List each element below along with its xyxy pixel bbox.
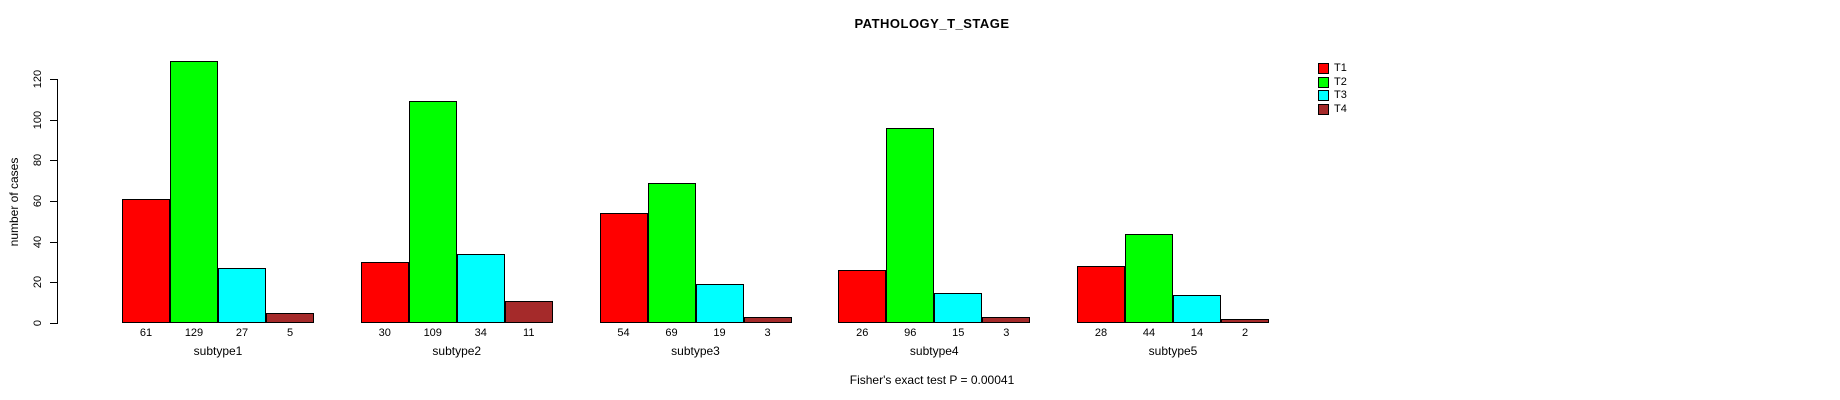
- bar-t3-subtype4: [934, 292, 983, 323]
- bar-t4-subtype5: [1221, 318, 1269, 323]
- bar-value-label: 30: [378, 327, 391, 339]
- y-axis-tick: [50, 79, 57, 80]
- y-axis-tick: [50, 160, 57, 162]
- legend-swatch-icon: [1318, 90, 1329, 102]
- bar-value-label: 3: [764, 327, 771, 339]
- category-label-subtype4: subtype4: [909, 344, 959, 358]
- bar-t4-subtype4: [982, 316, 1031, 323]
- category-label-subtype1: subtype1: [193, 344, 243, 358]
- bar-t1-subtype3: [599, 213, 648, 323]
- y-axis-tick: [50, 119, 57, 121]
- bar-t2-subtype1: [170, 60, 218, 323]
- bar-t1-subtype5: [1077, 266, 1125, 323]
- bar-value-label: 129: [184, 327, 204, 339]
- bar-value-label: 14: [1190, 327, 1204, 339]
- bar-value-label: 109: [423, 327, 442, 339]
- fisher-test-note: Fisher's exact test P = 0.00041: [849, 373, 1015, 387]
- legend-swatch-icon: [1318, 63, 1329, 75]
- y-axis-tick: [50, 323, 57, 324]
- bar-value-label: 61: [139, 327, 153, 339]
- legend-item-t1: T1: [1318, 62, 1347, 76]
- y-axis-tick-label: 20: [32, 276, 44, 289]
- bar-t4-subtype3: [743, 316, 792, 323]
- legend-item-t2: T2: [1318, 76, 1347, 90]
- bar-value-label: 2: [1241, 327, 1249, 339]
- bar-value-label: 11: [523, 327, 535, 339]
- y-axis-tick: [50, 241, 57, 243]
- legend-item-t4: T4: [1318, 103, 1347, 117]
- legend-label: T3: [1334, 89, 1347, 102]
- chart-title: PATHOLOGY_T_STAGE: [854, 16, 1010, 31]
- bar-value-label: 34: [474, 327, 487, 339]
- legend-label: T1: [1334, 62, 1347, 75]
- y-axis-tick-label: 60: [32, 194, 44, 208]
- bar-value-label: 69: [665, 327, 678, 339]
- legend-swatch-icon: [1318, 76, 1329, 88]
- y-axis-tick-label: 0: [32, 319, 44, 327]
- bar-value-label: 15: [952, 327, 965, 339]
- bar-value-label: 27: [235, 327, 249, 339]
- bar-t2-subtype3: [647, 182, 696, 323]
- bar-t4-subtype2: [504, 300, 553, 323]
- legend-label: T2: [1334, 75, 1347, 88]
- bar-t3-subtype3: [695, 284, 744, 323]
- legend: T1 T2 T3 T4: [1318, 62, 1347, 116]
- y-axis-tick-label: 100: [32, 110, 44, 129]
- legend-label: T4: [1334, 102, 1347, 115]
- y-axis-tick: [50, 201, 57, 202]
- y-axis-tick-label: 80: [32, 154, 44, 167]
- bar-value-label: 26: [856, 327, 869, 339]
- y-axis-line: [57, 79, 58, 324]
- y-axis-tick: [50, 282, 57, 284]
- bar-t3-subtype2: [456, 253, 505, 323]
- bar-t1-subtype4: [838, 270, 887, 323]
- bar-t2-subtype5: [1125, 233, 1173, 323]
- bar-value-label: 54: [617, 327, 630, 339]
- bar-t1-subtype2: [360, 262, 409, 323]
- bar-value-label: 28: [1094, 327, 1108, 339]
- bar-value-label: 19: [713, 327, 726, 339]
- category-label-subtype5: subtype5: [1148, 344, 1198, 358]
- legend-swatch-icon: [1318, 103, 1329, 115]
- bar-value-label: 96: [904, 327, 917, 339]
- y-axis-title: number of cases: [7, 157, 21, 247]
- y-axis-tick-label: 40: [32, 235, 44, 248]
- category-label-subtype2: subtype2: [432, 344, 482, 358]
- bar-t3-subtype1: [218, 268, 266, 323]
- bar-t1-subtype1: [122, 198, 170, 323]
- y-axis-tick-label: 120: [32, 69, 44, 89]
- legend-item-t3: T3: [1318, 89, 1347, 103]
- bar-t2-subtype4: [886, 127, 935, 323]
- bar-t2-subtype2: [408, 101, 457, 323]
- bar-t4-subtype1: [266, 312, 314, 323]
- bar-value-label: 5: [286, 327, 294, 339]
- bar-value-label: 3: [1003, 327, 1010, 339]
- bar-value-label: 44: [1142, 327, 1156, 339]
- bar-t3-subtype5: [1173, 294, 1221, 323]
- category-label-subtype3: subtype3: [671, 344, 720, 358]
